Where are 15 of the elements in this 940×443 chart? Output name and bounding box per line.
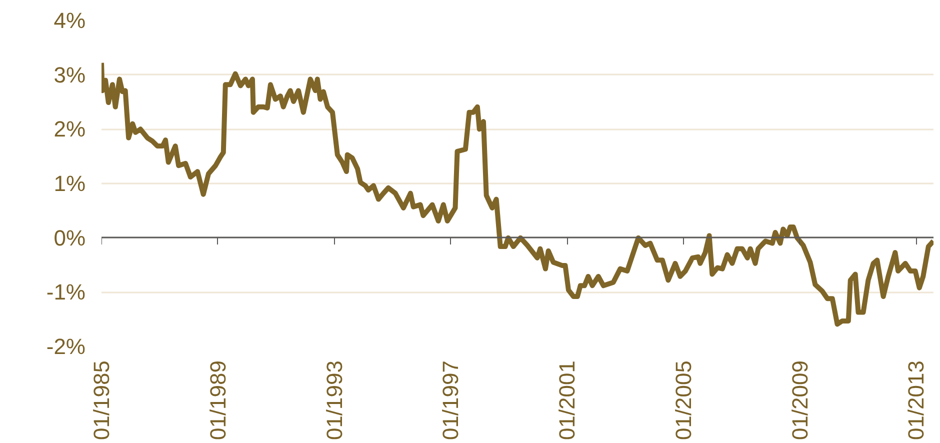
y-tick-label: 2% [54, 116, 86, 142]
y-tick-label: -2% [46, 334, 86, 359]
y-tick-label: 1% [54, 171, 86, 196]
y-tick-label: 0% [54, 225, 86, 250]
x-tick-label: 01/2009 [787, 360, 812, 440]
x-tick-label: 01/2013 [904, 360, 929, 440]
x-tick-label: 01/1993 [322, 360, 347, 440]
x-tick-label: 01/2005 [670, 360, 696, 440]
x-tick-label: 01/1997 [438, 360, 464, 440]
x-tick-label: 01/1989 [205, 360, 230, 440]
y-tick-label: 4% [54, 8, 86, 33]
x-tick-label: 01/2001 [554, 360, 580, 440]
y-tick-label: 3% [54, 62, 86, 88]
x-tick-label: 01/1985 [89, 360, 114, 440]
y-tick-label: -1% [46, 280, 86, 305]
